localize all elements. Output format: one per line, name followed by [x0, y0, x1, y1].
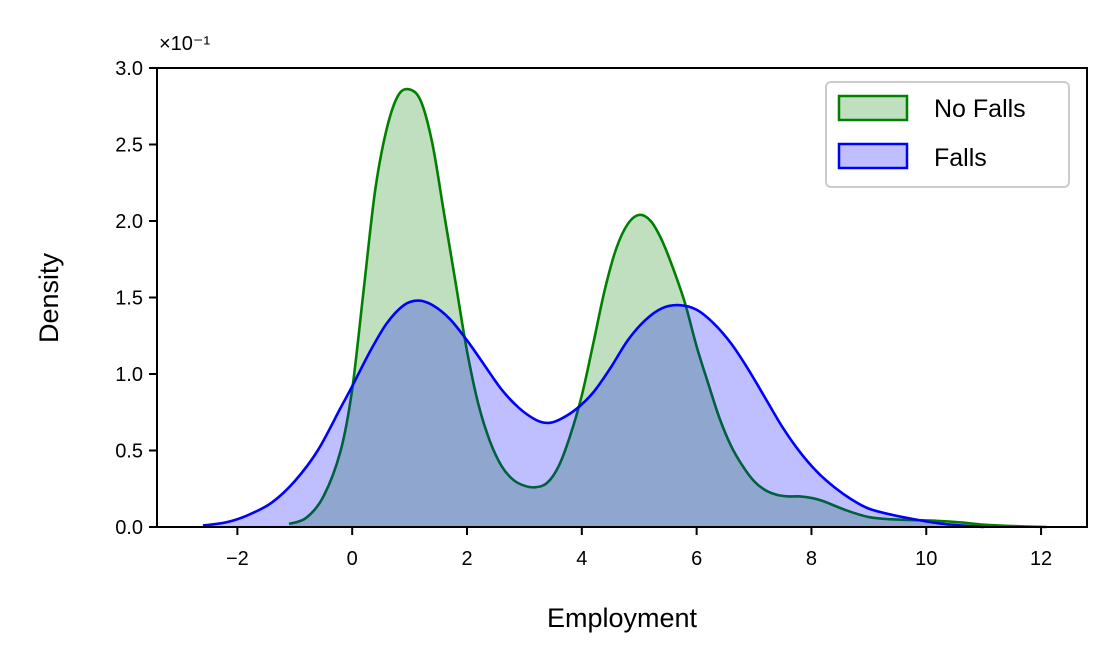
x-tick-label: 0: [347, 548, 358, 570]
legend: No Falls Falls: [825, 81, 1070, 188]
y-tick-label: 2.5: [115, 135, 143, 157]
legend-box: [825, 81, 1070, 188]
x-tick-label: 12: [1030, 548, 1052, 570]
legend-label-no-falls: No Falls: [934, 95, 1026, 123]
y-axis: 0.0 0.5 1.0 1.5 2.0 2.5 3.0: [115, 58, 157, 539]
y-tick-label: 2.0: [115, 211, 143, 233]
line-no-falls: [288, 87, 1047, 529]
y-tick-label: 1.5: [115, 288, 143, 310]
x-axis: −2 0 2 4 6 8 10 12: [226, 527, 1052, 570]
y-tick-label: 1.0: [115, 364, 143, 386]
x-axis-label: Employment: [547, 603, 698, 633]
y-tick-label: 3.0: [115, 58, 143, 80]
y-tick-label: 0.0: [115, 517, 143, 539]
area-no-falls: [289, 89, 1047, 527]
density-areas: [202, 87, 1047, 529]
y-scale-note: ×10⁻¹: [159, 33, 210, 55]
x-tick-label: −2: [226, 548, 249, 570]
y-tick-label: 0.5: [115, 441, 143, 463]
area-falls: [202, 300, 984, 527]
legend-swatch-falls: [837, 142, 909, 170]
line-falls: [202, 299, 984, 529]
x-tick-label: 10: [915, 548, 937, 570]
y-axis-label: Density: [34, 252, 64, 343]
legend-label-falls: Falls: [934, 144, 987, 172]
legend-swatch-no-falls: [837, 94, 909, 122]
x-tick-label: 4: [576, 548, 587, 570]
x-tick-label: 2: [461, 548, 472, 570]
x-tick-label: 6: [691, 548, 702, 570]
x-tick-label: 8: [806, 548, 817, 570]
